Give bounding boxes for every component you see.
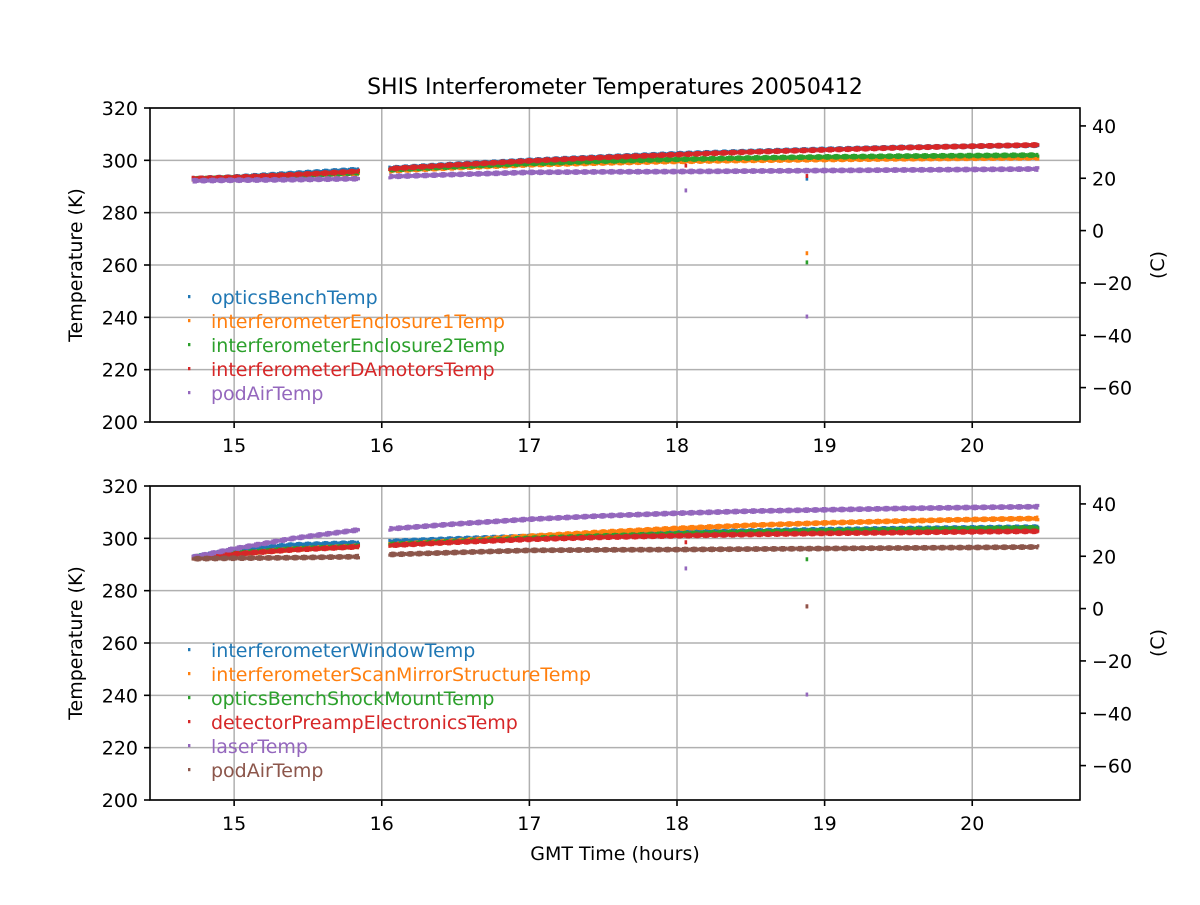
figure-title: SHIS Interferometer Temperatures 2005041… bbox=[367, 75, 863, 100]
x-tick-label: 19 bbox=[813, 435, 837, 457]
y-tick-label: 220 bbox=[102, 360, 138, 382]
x-tick-label: 16 bbox=[370, 435, 394, 457]
outlier-point bbox=[685, 188, 688, 192]
y-tick-label: 200 bbox=[102, 412, 138, 434]
outlier-point bbox=[806, 260, 809, 264]
x-tick-label: 20 bbox=[960, 435, 984, 457]
y-tick-label: 240 bbox=[102, 685, 138, 707]
y-right-tick-label: 40 bbox=[1092, 494, 1116, 516]
legend-marker bbox=[188, 343, 190, 346]
y-tick-label: 200 bbox=[102, 790, 138, 812]
data-point bbox=[358, 177, 360, 180]
x-tick-label: 19 bbox=[813, 813, 837, 835]
legend-marker bbox=[188, 391, 190, 394]
legend-label: interferometerEnclosure2Temp bbox=[211, 335, 505, 357]
y-right-tick-label: −20 bbox=[1092, 651, 1132, 673]
legend-marker bbox=[188, 295, 190, 298]
y-tick-label: 300 bbox=[102, 150, 138, 172]
y-right-tick-label: 0 bbox=[1092, 221, 1104, 243]
y-right-tick-label: 20 bbox=[1092, 168, 1116, 190]
legend-label: podAirTemp bbox=[211, 383, 323, 405]
legend-marker bbox=[188, 319, 190, 322]
x-tick-label: 17 bbox=[517, 813, 541, 835]
data-point bbox=[1037, 166, 1039, 169]
y-right-tick-label: 0 bbox=[1092, 599, 1104, 621]
y-right-tick-label: 40 bbox=[1092, 116, 1116, 138]
y-right-axis-label: (C) bbox=[1147, 251, 1169, 279]
data-point bbox=[358, 169, 360, 172]
data-point bbox=[1037, 157, 1039, 160]
y-right-tick-label: −60 bbox=[1092, 378, 1132, 400]
y-tick-label: 320 bbox=[102, 476, 138, 498]
legend-label: interferometerEnclosure1Temp bbox=[211, 311, 505, 333]
x-tick-label: 15 bbox=[222, 813, 246, 835]
y-right-tick-label: −60 bbox=[1092, 756, 1132, 778]
x-tick-label: 20 bbox=[960, 813, 984, 835]
y-tick-label: 220 bbox=[102, 738, 138, 760]
outlier-point bbox=[806, 174, 809, 178]
y-tick-label: 280 bbox=[102, 581, 138, 603]
outlier-point bbox=[806, 251, 809, 255]
y-right-tick-label: 20 bbox=[1092, 546, 1116, 568]
y-right-tick-label: −40 bbox=[1092, 325, 1132, 347]
y-tick-label: 260 bbox=[102, 255, 138, 277]
data-point bbox=[1037, 143, 1039, 146]
outlier-point bbox=[685, 164, 688, 168]
y-right-tick-label: −40 bbox=[1092, 703, 1132, 725]
outlier-point bbox=[806, 315, 809, 319]
x-tick-label: 15 bbox=[222, 435, 246, 457]
legend-label: interferometerDAmotorsTemp bbox=[211, 359, 495, 381]
legend-label: opticsBenchTemp bbox=[211, 287, 378, 309]
y-tick-label: 280 bbox=[102, 203, 138, 225]
y-axis-label: Temperature (K) bbox=[65, 188, 87, 343]
data-point bbox=[1037, 155, 1039, 158]
x-tick-label: 18 bbox=[665, 813, 689, 835]
y-tick-label: 320 bbox=[102, 98, 138, 120]
y-right-tick-label: −20 bbox=[1092, 273, 1132, 295]
legend-marker bbox=[188, 367, 190, 370]
x-tick-label: 17 bbox=[517, 435, 541, 457]
y-tick-label: 300 bbox=[102, 528, 138, 550]
x-tick-label: 16 bbox=[370, 813, 394, 835]
y-tick-label: 240 bbox=[102, 307, 138, 329]
y-tick-label: 260 bbox=[102, 633, 138, 655]
x-tick-label: 18 bbox=[665, 435, 689, 457]
